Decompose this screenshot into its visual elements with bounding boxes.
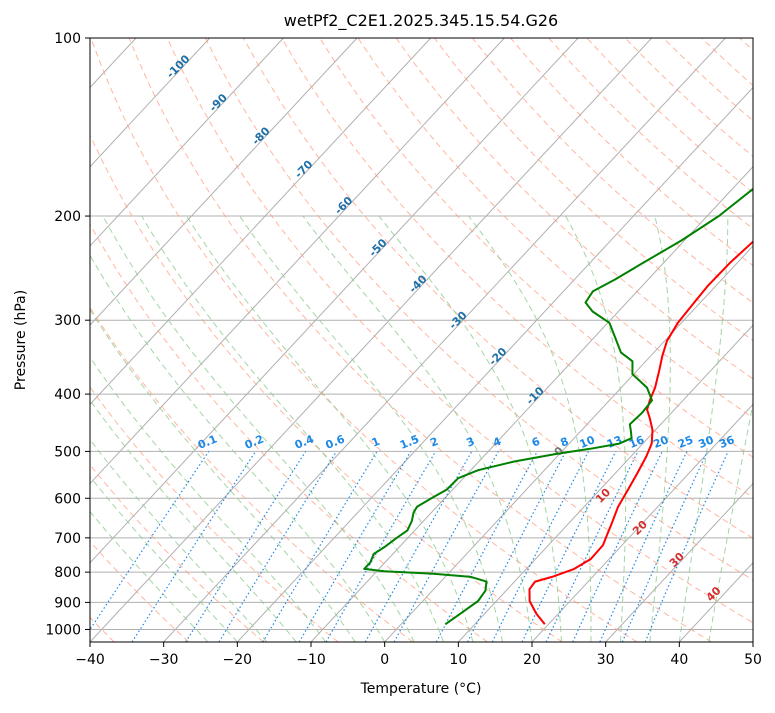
- chart-title: wetPf2_C2E1.2025.345.15.54.G26: [284, 11, 558, 31]
- x-tick-label: −20: [223, 652, 253, 668]
- x-tick-label: 20: [523, 652, 541, 668]
- x-tick-label: −40: [75, 652, 105, 668]
- x-tick-label: 30: [597, 652, 615, 668]
- y-tick-label: 300: [54, 313, 81, 329]
- y-tick-label: 500: [54, 444, 81, 460]
- y-axis-label: Pressure (hPa): [13, 290, 29, 390]
- y-tick-label: 600: [54, 491, 81, 507]
- x-tick-label: 10: [449, 652, 467, 668]
- x-tick-label: −10: [296, 652, 326, 668]
- x-axis-label: Temperature (°C): [360, 681, 482, 697]
- x-tick-label: 0: [380, 652, 389, 668]
- y-tick-label: 400: [54, 387, 81, 403]
- x-tick-label: 50: [744, 652, 762, 668]
- x-tick-label: 40: [670, 652, 688, 668]
- y-tick-label: 200: [54, 209, 81, 225]
- y-tick-label: 700: [54, 531, 81, 547]
- y-tick-label: 800: [54, 565, 81, 581]
- y-tick-label: 100: [54, 31, 81, 47]
- y-tick-label: 900: [54, 595, 81, 611]
- x-tick-label: −30: [149, 652, 179, 668]
- y-tick-label: 1000: [45, 622, 81, 638]
